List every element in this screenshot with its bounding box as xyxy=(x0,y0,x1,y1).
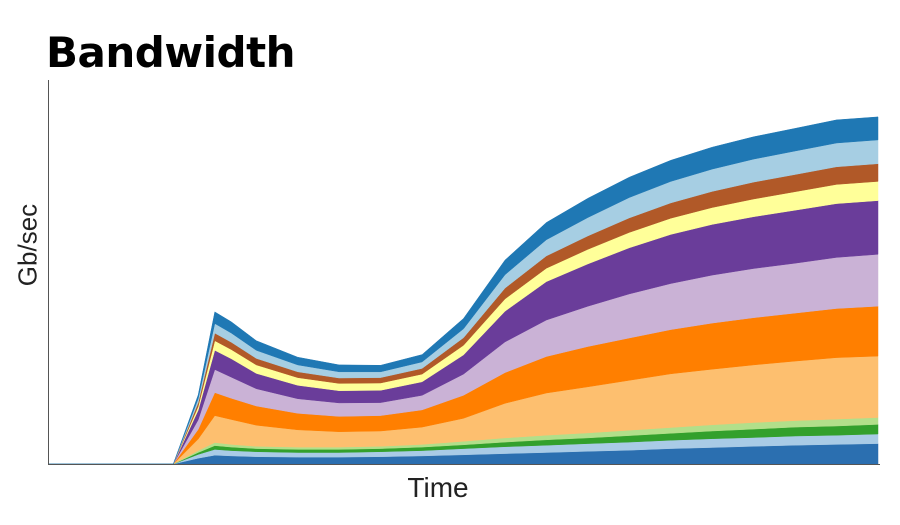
chart-title: Bandwidth xyxy=(46,28,296,77)
area-layers xyxy=(49,116,879,465)
x-axis-label: Time xyxy=(407,472,469,503)
area-series-12 xyxy=(49,116,879,465)
